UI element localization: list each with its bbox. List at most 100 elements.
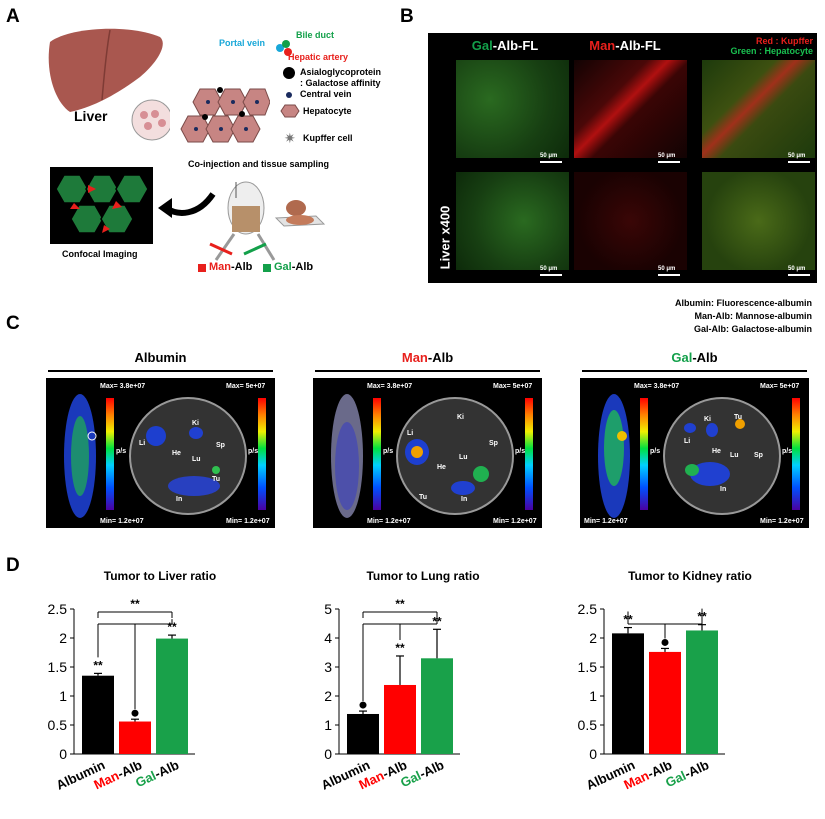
max-left: Max= 3.8e+07 (367, 383, 413, 390)
min-left: Min= 1.2e+07 (584, 518, 628, 525)
mouse-illustration (214, 181, 326, 261)
ivis-man: Max= 3.8e+07 Max= 5e+07 Min= 1.2e+07 Min… (313, 378, 542, 528)
kupffer-icon: ✷ (284, 130, 296, 146)
y-tick-label: 4 (324, 630, 332, 646)
scale-bar (658, 274, 680, 276)
ivis-albumin: Max= 3.8e+07 Max= 5e+07 Min= 1.2e+07 Min… (46, 378, 275, 528)
bile-duct-label: Bile duct (296, 30, 335, 40)
col-man-header: Man-Alb-FL (589, 38, 661, 53)
gal-legend-swatch (263, 264, 271, 272)
organ-tu: Tu (212, 476, 221, 483)
organ-sp: Sp (489, 440, 498, 447)
bar (649, 651, 681, 754)
hepatocyte-label: Hepatocyte (303, 106, 352, 116)
micro-merge-bottom (702, 172, 815, 270)
organ-sp: Sp (216, 442, 225, 449)
confocal-label: Confocal Imaging (62, 249, 138, 259)
hepatic-artery-label: Hepatic artery (288, 52, 349, 62)
y-tick-label: 2 (324, 688, 332, 704)
title-rule (315, 370, 540, 372)
y-tick-label: 2.5 (578, 601, 598, 617)
sig-label: ** (395, 641, 405, 655)
scale-bar (788, 274, 810, 276)
bar (347, 713, 379, 754)
title-gal: Gal-Alb (671, 350, 718, 365)
ivis-gal: Max= 3.8e+07 Max= 5e+07 Min= 1.2e+07 Min… (580, 378, 809, 528)
panel-c-label: C (6, 313, 20, 334)
sig-label: ** (93, 658, 103, 672)
legend-line: Man-Alb: Mannose-albumin (694, 311, 813, 321)
lobule-diagram (180, 87, 270, 143)
scale-text: 50 μm (658, 153, 676, 159)
panel-c-legend: Albumin: Fluorescence-albumin Man-Alb: M… (640, 297, 812, 336)
micro-man-top (574, 60, 687, 158)
psd-left: p/s (650, 448, 661, 455)
y-tick-label: 0.5 (578, 717, 598, 733)
psd-right: p/s (248, 448, 259, 455)
organ-li: Li (139, 440, 146, 447)
micro-gal-top (456, 60, 569, 158)
y-tick-label: 1 (324, 717, 332, 733)
bar (686, 630, 718, 754)
bar (612, 633, 644, 754)
confocal-image (50, 167, 153, 244)
col-gal-header: Gal-Alb-FL (471, 38, 539, 53)
bar (421, 658, 453, 754)
title-rule (582, 370, 807, 372)
micro-merge-top (702, 60, 815, 158)
micro-man-bottom (574, 172, 687, 270)
syringes-icon (209, 242, 267, 256)
liver-label: Liver (74, 108, 108, 124)
bar (119, 721, 151, 754)
reference-dot (359, 701, 367, 709)
vessel-dots (276, 40, 292, 56)
central-vein-icon (286, 92, 292, 98)
micro-gal-bottom (456, 172, 569, 270)
organ-li: Li (407, 430, 414, 437)
merge-red-label: Red : Kupffer (756, 36, 813, 46)
scale-bar (658, 161, 680, 163)
arrow-icon (158, 192, 216, 218)
organ-in: In (461, 496, 468, 503)
min-left: Min= 1.2e+07 (100, 518, 144, 525)
panel-a-label: A (6, 6, 20, 27)
asialo-label: Asialoglycoprotein (300, 67, 382, 77)
max-right: Max= 5e+07 (760, 383, 800, 390)
min-right: Min= 1.2e+07 (760, 518, 804, 525)
man-legend-label: Man-Alb (209, 261, 253, 273)
legend-line: Albumin: Fluorescence-albumin (674, 298, 812, 308)
psd-left: p/s (116, 448, 127, 455)
organ-lu: Lu (192, 456, 201, 463)
bracket-sig-label: ** (395, 597, 405, 611)
chart-title-kidney: Tumor to Kidney ratio (628, 569, 752, 583)
y-tick-label: 2 (59, 630, 67, 646)
organ-tu: Tu (419, 494, 428, 501)
organ-lu: Lu (459, 454, 468, 461)
organ-in: In (176, 496, 183, 503)
min-right: Min= 1.2e+07 (493, 518, 537, 525)
max-right: Max= 5e+07 (226, 383, 266, 390)
scale-bar (540, 274, 562, 276)
psd-right: p/s (782, 448, 793, 455)
panel-d-label: D (6, 555, 20, 576)
chart-title-lung: Tumor to Lung ratio (366, 569, 480, 583)
sig-label: ** (167, 620, 177, 634)
central-vein-label: Central vein (300, 89, 352, 99)
title-albumin: Albumin (134, 350, 187, 365)
gal-legend-label: Gal-Alb (274, 261, 314, 273)
y-tick-label: 1.5 (48, 659, 68, 675)
man-legend-swatch (198, 264, 206, 272)
category-label: Gal-Alb (398, 757, 446, 790)
legend-line: Gal-Alb: Galactose-albumin (693, 324, 812, 334)
y-tick-label: 5 (324, 601, 332, 617)
reference-dot (661, 638, 669, 646)
panel-b-label: B (400, 6, 414, 27)
organ-lu: Lu (730, 452, 739, 459)
organ-ki: Ki (192, 420, 199, 427)
title-man: Man-Alb (401, 350, 454, 365)
max-right: Max= 5e+07 (493, 383, 533, 390)
category-label: Gal-Alb (663, 757, 711, 790)
scale-text: 50 μm (540, 266, 558, 272)
